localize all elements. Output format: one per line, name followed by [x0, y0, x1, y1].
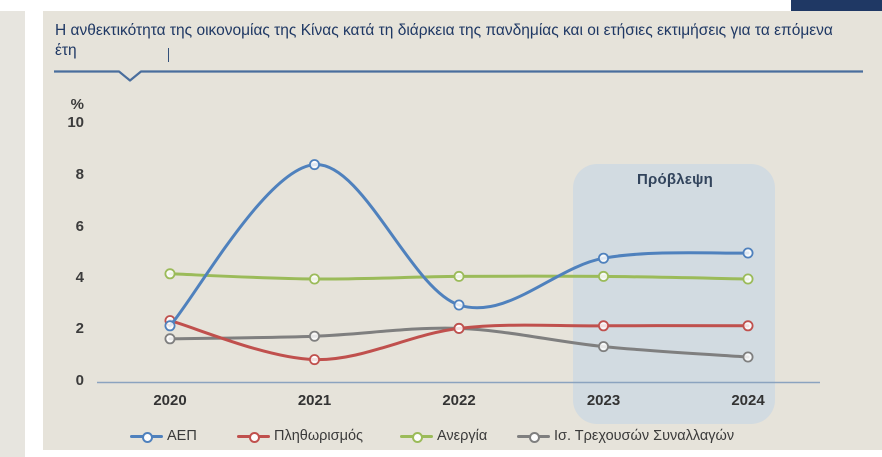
- chart-panel: [43, 11, 882, 450]
- legend-label: Ισ. Τρεχουσών Συναλλαγών: [554, 428, 735, 444]
- text-cursor: [168, 48, 169, 62]
- legend-item-unemployment: Ανεργία: [400, 428, 487, 444]
- legend-item-inflation: Πληθωρισμός: [237, 428, 363, 444]
- header-bar-fragment: [791, 0, 882, 11]
- y-tick-label: 4: [75, 269, 84, 286]
- y-tick-label: 2: [75, 320, 84, 337]
- x-tick-label: 2020: [153, 392, 187, 409]
- x-tick-label: 2021: [297, 392, 332, 409]
- legend-item-current-account: Ισ. Τρεχουσών Συναλλαγών: [517, 428, 734, 444]
- legend-item-gdp: ΑΕΠ: [130, 428, 197, 444]
- forecast-annotation: Πρόβλεψη: [637, 171, 713, 188]
- x-tick-label: 2023: [586, 392, 621, 409]
- legend-marker-icon: [237, 428, 270, 444]
- y-tick-label: 8: [75, 166, 84, 183]
- x-tick-label: 2022: [442, 392, 476, 409]
- page-margin-strip: [0, 11, 25, 457]
- legend-label: Ανεργία: [437, 428, 488, 444]
- legend-marker-icon: [400, 428, 433, 444]
- y-tick-label: 10: [67, 114, 84, 131]
- y-tick-label: 6: [75, 218, 84, 235]
- x-tick-label: 2024: [731, 392, 765, 409]
- y-tick-label: 0: [75, 372, 84, 389]
- y-axis-unit-label: %: [70, 96, 84, 113]
- legend-marker-icon: [517, 428, 550, 444]
- chart-title: Η ανθεκτικότητα της οικονομίας της Κίνας…: [55, 22, 833, 59]
- legend-label: ΑΕΠ: [167, 428, 197, 444]
- legend-label: Πληθωρισμός: [274, 428, 363, 444]
- legend-marker-icon: [130, 428, 163, 444]
